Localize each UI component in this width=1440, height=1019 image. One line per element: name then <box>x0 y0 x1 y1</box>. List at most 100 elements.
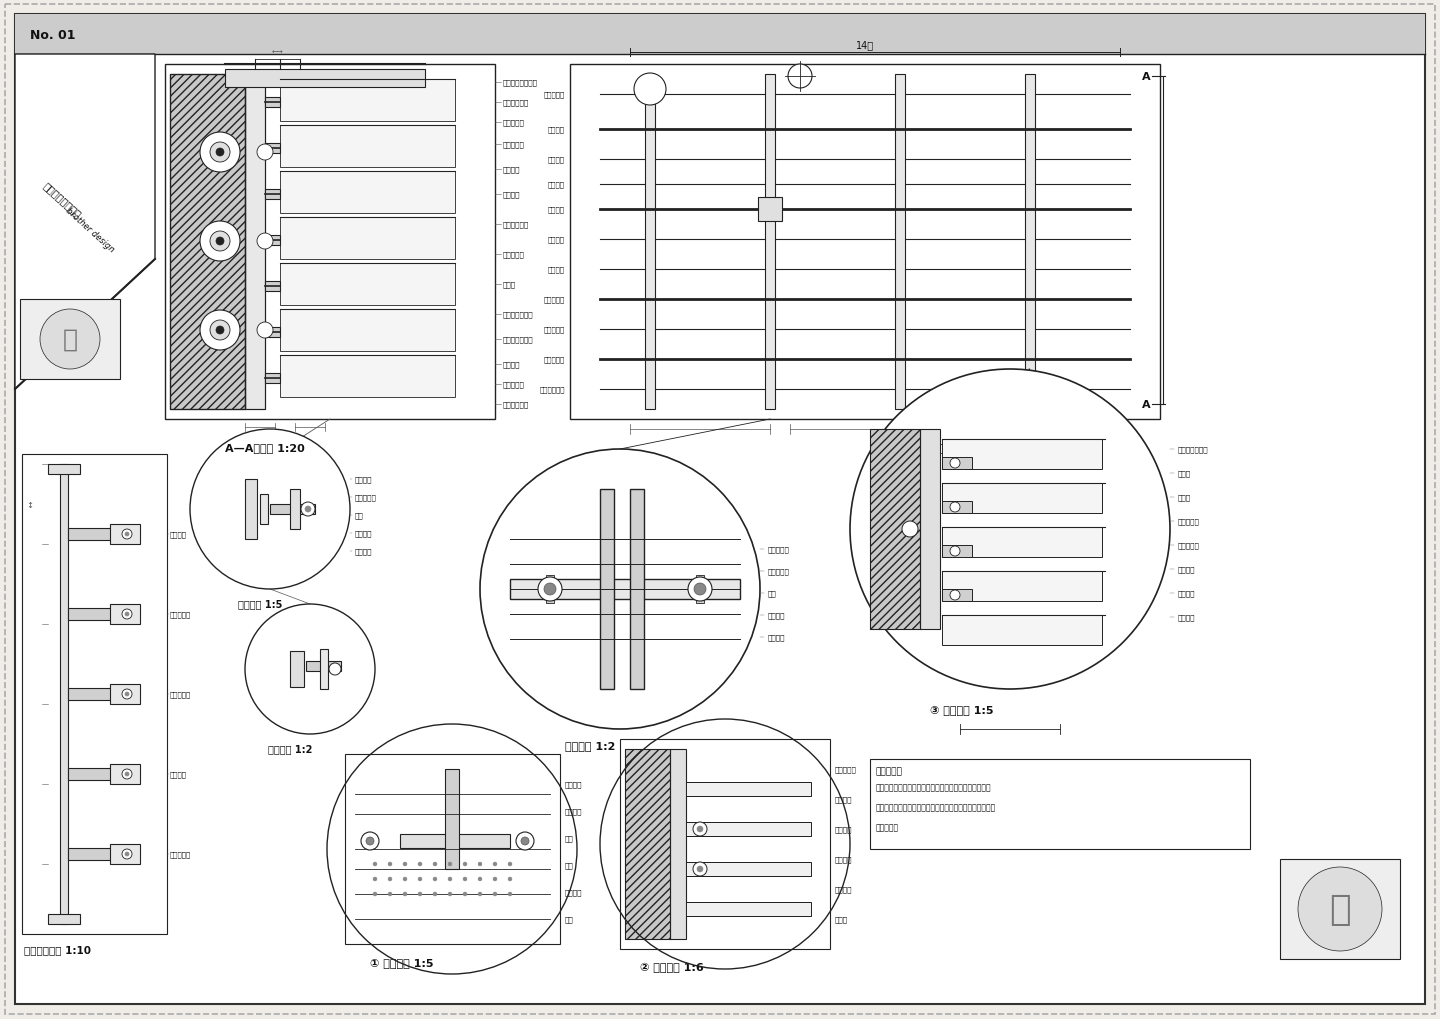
Circle shape <box>478 877 482 881</box>
Text: A: A <box>1142 72 1151 82</box>
Bar <box>20 300 120 380</box>
Text: 石材面板外饰面: 石材面板外饰面 <box>1178 446 1208 452</box>
Circle shape <box>245 604 374 735</box>
Bar <box>765 75 775 410</box>
Circle shape <box>125 692 130 696</box>
Text: 横向龙骨: 横向龙骨 <box>356 530 373 537</box>
Bar <box>670 749 685 940</box>
Bar <box>685 902 811 916</box>
Text: 不锈钢螺栓: 不锈钢螺栓 <box>1178 542 1200 549</box>
Text: 图: 图 <box>62 328 78 352</box>
Text: 防水密封: 防水密封 <box>549 266 564 273</box>
Text: 竖向主龙骨: 竖向主龙骨 <box>170 691 192 698</box>
Bar <box>942 589 972 601</box>
Bar <box>289 651 304 688</box>
Circle shape <box>361 833 379 850</box>
Text: 横向龙骨: 横向龙骨 <box>835 825 852 833</box>
Text: 铝合金件: 铝合金件 <box>564 889 583 896</box>
Circle shape <box>788 65 812 89</box>
Text: 膨胀螺栓固定: 膨胀螺栓固定 <box>503 221 530 228</box>
Bar <box>265 374 279 383</box>
Bar <box>870 759 1250 849</box>
Text: 石材面板外饰面层: 石材面板外饰面层 <box>503 79 539 87</box>
Circle shape <box>403 892 408 896</box>
Bar <box>22 454 167 934</box>
Bar <box>942 458 972 470</box>
Text: ←→: ←→ <box>271 50 282 56</box>
Circle shape <box>125 852 130 856</box>
Circle shape <box>539 578 562 601</box>
Circle shape <box>366 838 374 845</box>
Circle shape <box>544 584 556 595</box>
Bar <box>166 65 495 420</box>
Bar <box>757 198 782 222</box>
Circle shape <box>256 233 274 250</box>
Circle shape <box>697 866 703 872</box>
Bar <box>109 604 140 625</box>
Text: 横向龙骨: 横向龙骨 <box>503 166 520 173</box>
Circle shape <box>122 849 132 859</box>
Text: 钢板连接件: 钢板连接件 <box>170 851 192 857</box>
Circle shape <box>850 370 1169 689</box>
Circle shape <box>480 449 760 730</box>
Bar <box>1025 75 1035 410</box>
Circle shape <box>688 578 711 601</box>
Text: ① 节点详图 1:5: ① 节点详图 1:5 <box>370 957 433 967</box>
Text: 石材: 石材 <box>564 835 573 842</box>
Text: A—A剖面图 1:20: A—A剖面图 1:20 <box>225 442 305 452</box>
Text: 工人员实测数据校对后，按施工放线情况施工，此套不可以: 工人员实测数据校对后，按施工放线情况施工，此套不可以 <box>876 803 996 812</box>
Text: 竖向龙骨: 竖向龙骨 <box>835 796 852 803</box>
Bar <box>14 15 1426 55</box>
Circle shape <box>478 892 482 896</box>
Circle shape <box>508 862 513 866</box>
Bar <box>245 75 265 410</box>
Text: 铝合金横梁: 铝合金横梁 <box>170 611 192 618</box>
Circle shape <box>210 321 230 340</box>
Bar <box>225 70 425 88</box>
Circle shape <box>433 862 436 866</box>
Bar <box>48 465 81 475</box>
Text: 节点详图 1:2: 节点详图 1:2 <box>564 740 615 750</box>
Circle shape <box>305 506 311 513</box>
Bar <box>279 310 455 352</box>
Text: 此套计算图为参考比例，尺寸为参考设计，均需施工放线: 此套计算图为参考比例，尺寸为参考设计，均需施工放线 <box>876 783 992 792</box>
Text: 背栓: 背栓 <box>564 862 573 868</box>
Circle shape <box>301 502 315 517</box>
Text: 石材面板: 石材面板 <box>835 856 852 862</box>
Text: 背栓: 背栓 <box>356 513 364 519</box>
Circle shape <box>373 892 377 896</box>
Circle shape <box>373 862 377 866</box>
Text: 现浇混凝土梁: 现浇混凝土梁 <box>540 386 564 393</box>
Bar <box>265 98 279 108</box>
Circle shape <box>387 877 392 881</box>
Text: 保温棉: 保温棉 <box>1178 470 1191 477</box>
Bar <box>942 528 1102 557</box>
Bar <box>1280 859 1400 959</box>
Circle shape <box>492 877 497 881</box>
Bar <box>631 489 644 689</box>
Circle shape <box>448 877 452 881</box>
Text: 竖向龙骨: 竖向龙骨 <box>768 634 785 641</box>
Circle shape <box>200 222 240 262</box>
Text: 横向龙骨: 横向龙骨 <box>1178 567 1195 573</box>
Text: brother design: brother design <box>65 206 115 254</box>
Text: 石材面板: 石材面板 <box>549 181 564 189</box>
Bar <box>942 501 972 514</box>
Circle shape <box>125 533 130 536</box>
Text: 铝合金挂件: 铝合金挂件 <box>503 119 524 126</box>
Text: 比例度量。: 比例度量。 <box>876 822 899 832</box>
Bar <box>68 529 122 540</box>
Bar <box>279 79 455 122</box>
Bar <box>320 649 328 689</box>
Bar <box>68 688 122 700</box>
Bar <box>307 661 341 672</box>
Text: 14米: 14米 <box>855 40 874 50</box>
Circle shape <box>387 892 392 896</box>
Text: 横向龙骨: 横向龙骨 <box>549 126 564 133</box>
Text: 结构胶粘结层: 结构胶粘结层 <box>503 100 530 106</box>
Text: 铝合金挂件: 铝合金挂件 <box>1178 519 1200 525</box>
Bar <box>279 172 455 214</box>
Text: 聚乙烯泡沫棒: 聚乙烯泡沫棒 <box>503 401 530 408</box>
Circle shape <box>216 149 225 157</box>
Bar <box>546 576 554 603</box>
